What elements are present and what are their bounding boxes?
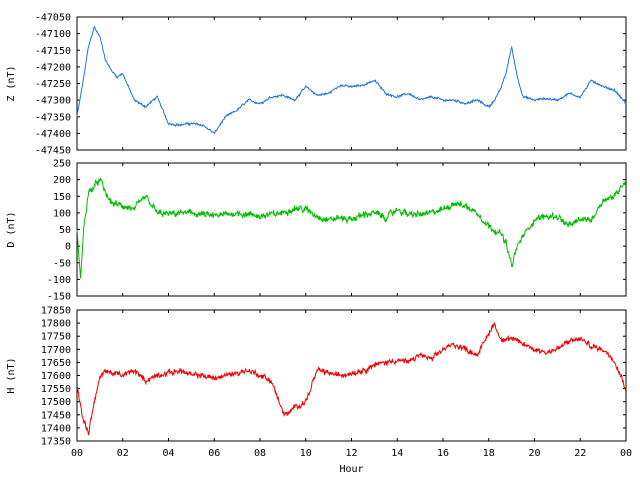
ytick-label-1-5: 0	[65, 242, 71, 253]
ytick-label-2-8: 17450	[41, 410, 71, 421]
ytick-label-0-4: -47250	[35, 79, 71, 90]
plot-frame-0	[76, 16, 627, 151]
xtick-label-12: 00	[620, 448, 632, 459]
ytick-label-2-10: 17350	[41, 437, 71, 448]
ytick-label-0-3: -47200	[35, 62, 71, 73]
xtick-label-10: 20	[528, 448, 540, 459]
ytick-label-2-5: 17600	[41, 371, 71, 382]
series-line-z	[76, 25, 627, 135]
ytick-label-2-9: 17400	[41, 423, 71, 434]
series-line-h	[76, 320, 627, 436]
ytick-label-0-0: -47050	[35, 13, 71, 24]
xtick-label-6: 12	[345, 448, 357, 459]
xtick-label-5: 10	[300, 448, 312, 459]
ytick-label-0-2: -47150	[35, 46, 71, 57]
ytick-label-1-0: 250	[53, 159, 71, 170]
ytick-label-0-5: -47300	[35, 96, 71, 107]
ytick-label-0-7: -47400	[35, 129, 71, 140]
ytick-label-2-1: 17800	[41, 319, 71, 330]
ytick-label-0-1: -47100	[35, 29, 71, 40]
ytick-label-2-7: 17500	[41, 397, 71, 408]
ytick-label-1-6: -50	[53, 258, 71, 269]
plot-frame-1	[76, 162, 627, 297]
ytick-label-1-2: 150	[53, 192, 71, 203]
ytick-label-0-6: -47350	[35, 112, 71, 123]
ytick-label-1-3: 100	[53, 208, 71, 219]
xtick-label-3: 06	[208, 448, 220, 459]
ylabel-0: Z (nT)	[6, 65, 17, 101]
xtick-label-8: 16	[437, 448, 449, 459]
ylabel-2: H (nT)	[6, 357, 17, 393]
xtick-label-0: 00	[71, 448, 83, 459]
xtick-label-7: 14	[391, 448, 403, 459]
ytick-label-2-3: 17700	[41, 345, 71, 356]
xtick-label-4: 08	[254, 448, 266, 459]
ytick-label-1-7: -100	[47, 275, 71, 286]
xtick-label-2: 04	[162, 448, 174, 459]
ytick-label-2-4: 17650	[41, 358, 71, 369]
ytick-label-1-1: 200	[53, 175, 71, 186]
xtick-label-9: 18	[483, 448, 495, 459]
ytick-label-2-2: 17750	[41, 332, 71, 343]
ytick-label-1-8: -150	[47, 292, 71, 303]
xtick-label-1: 02	[117, 448, 129, 459]
ytick-label-2-6: 17550	[41, 384, 71, 395]
xtick-label-11: 22	[574, 448, 586, 459]
ytick-label-0-8: -47450	[35, 146, 71, 157]
ytick-label-2-0: 17850	[41, 306, 71, 317]
ylabel-1: D (nT)	[6, 211, 17, 247]
xlabel: Hour	[339, 464, 363, 475]
ytick-label-1-4: 50	[59, 225, 71, 236]
series-line-d	[76, 177, 627, 279]
